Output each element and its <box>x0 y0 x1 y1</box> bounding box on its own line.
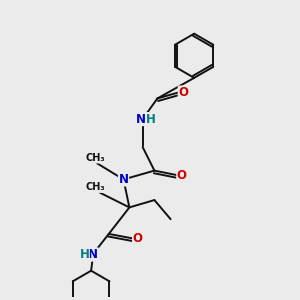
Text: N: N <box>136 112 146 126</box>
Text: CH₃: CH₃ <box>86 182 105 192</box>
Text: O: O <box>178 86 188 99</box>
Text: N: N <box>118 173 128 186</box>
Text: CH₃: CH₃ <box>86 153 105 163</box>
Text: N: N <box>88 248 98 261</box>
Text: O: O <box>133 232 142 245</box>
Text: H: H <box>146 112 156 126</box>
Text: H: H <box>80 248 89 261</box>
Text: O: O <box>177 169 187 182</box>
